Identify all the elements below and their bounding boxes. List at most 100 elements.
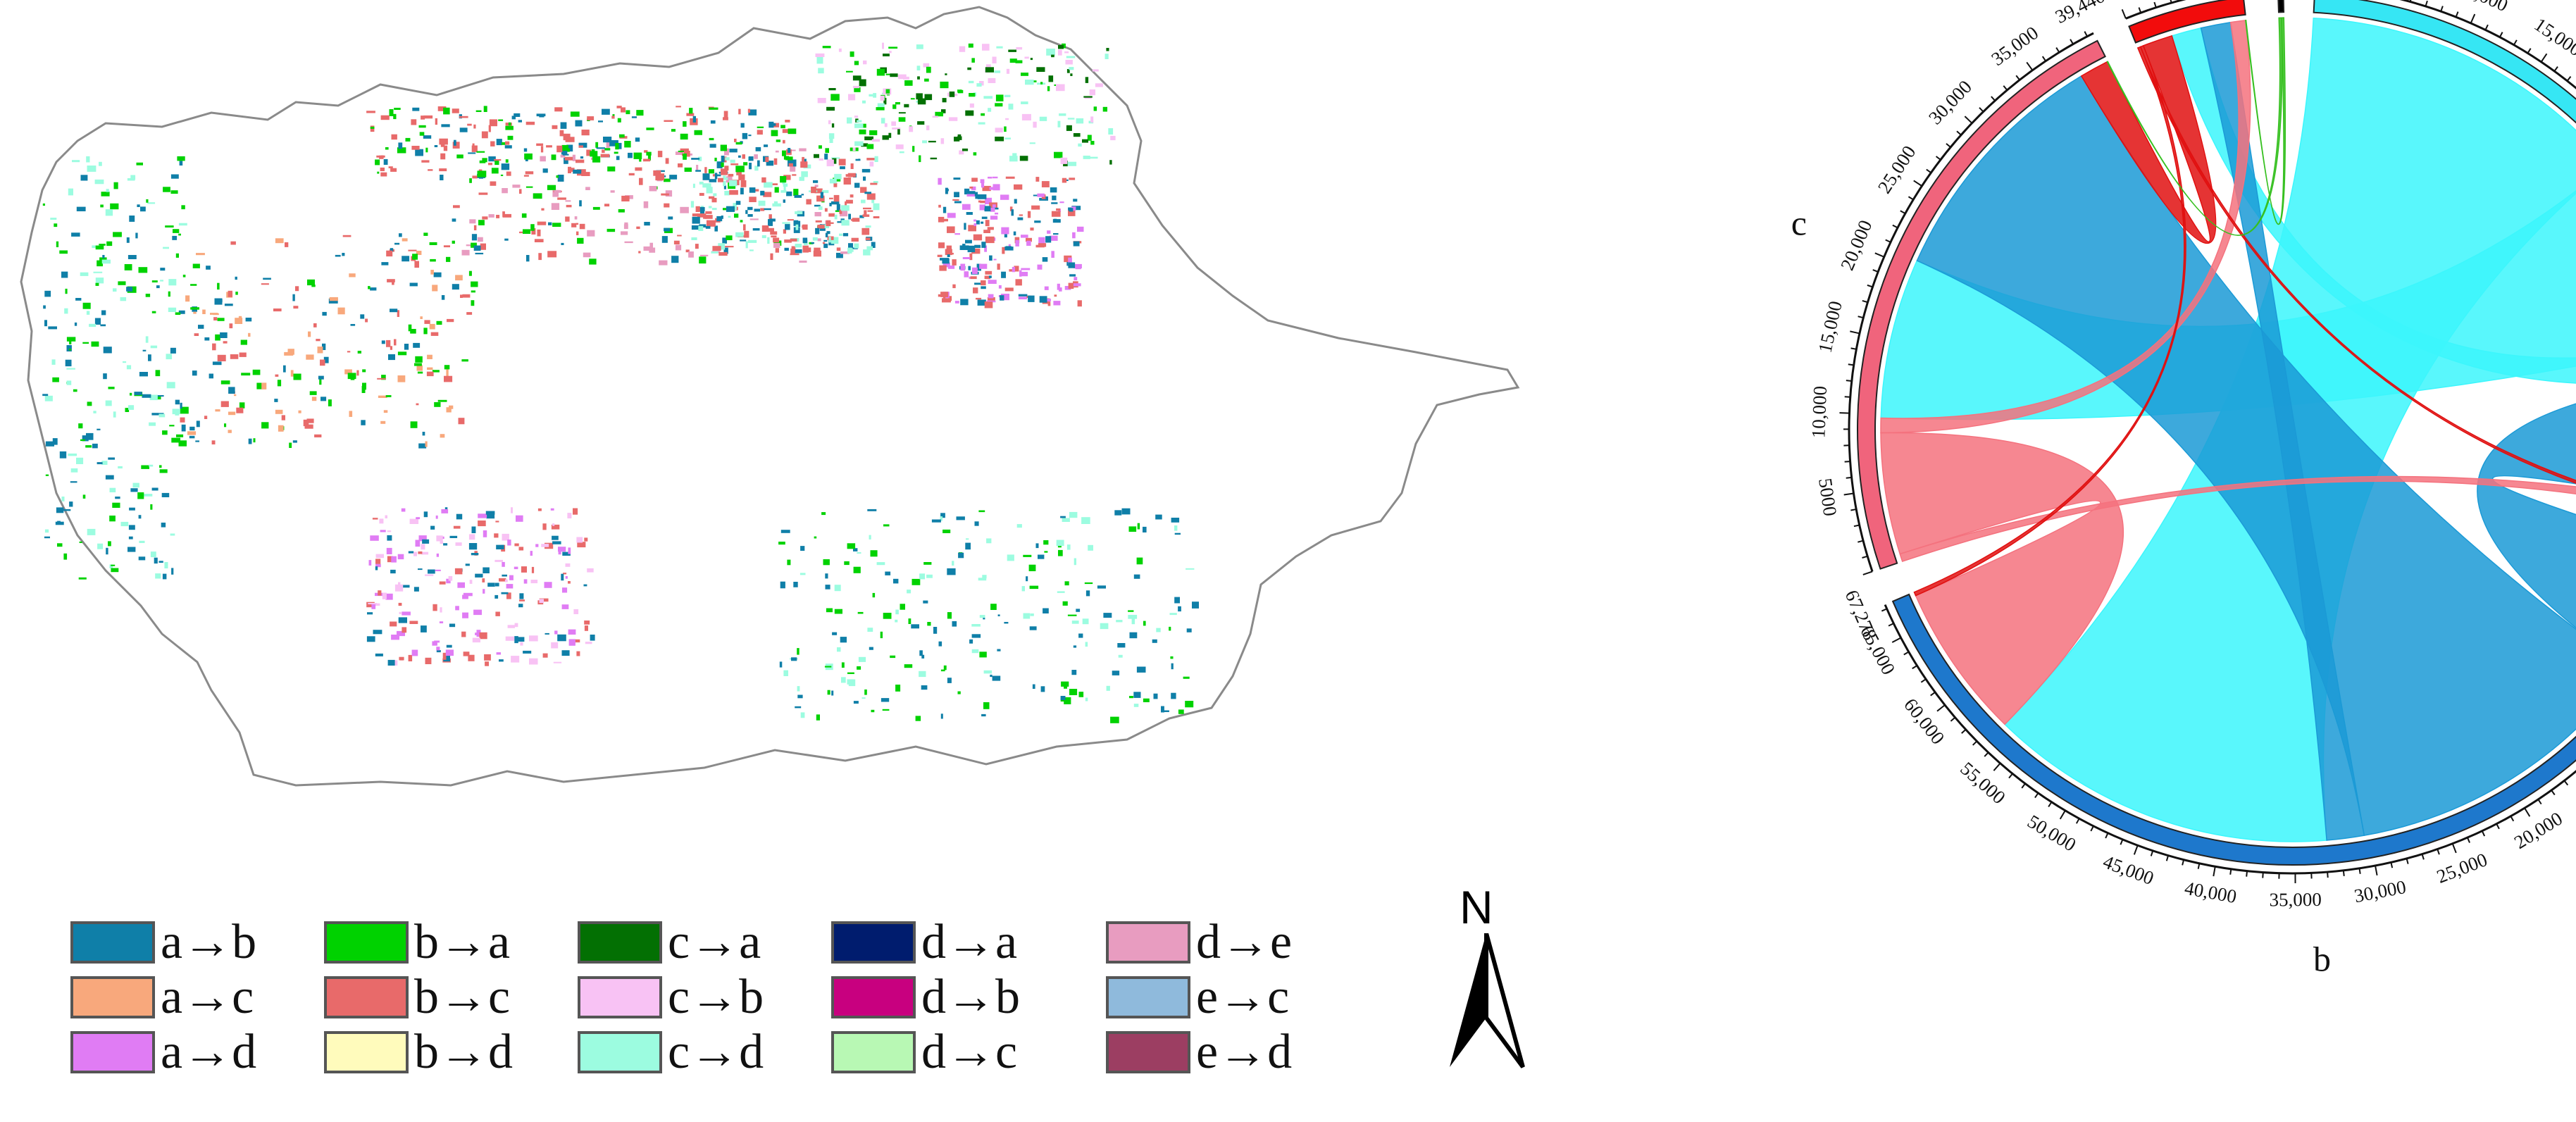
map-patch <box>436 553 439 557</box>
map-patch <box>752 189 759 192</box>
map-patch <box>443 107 450 115</box>
map-patch <box>440 541 444 544</box>
map-patch <box>425 574 434 576</box>
map-patch <box>1062 518 1070 522</box>
legend-item: c→d <box>578 1028 764 1077</box>
map-patch <box>786 191 792 197</box>
sector-b <box>1891 593 2576 866</box>
map-patch <box>418 551 423 554</box>
map-patch <box>877 103 885 111</box>
map-patch <box>460 294 463 298</box>
map-patch <box>461 631 466 637</box>
map-patch <box>229 323 233 329</box>
map-patch <box>734 138 737 142</box>
map-patch <box>105 209 113 216</box>
map-patch <box>904 80 913 86</box>
map-patch <box>945 73 947 75</box>
map-patch <box>721 168 728 175</box>
map-patch <box>863 123 866 128</box>
map-patch <box>502 533 509 541</box>
map-patch <box>831 123 835 128</box>
map-patch <box>163 247 169 249</box>
map-patch <box>1072 232 1076 239</box>
map-patch <box>82 302 91 309</box>
map-patch <box>489 119 497 127</box>
map-patch <box>344 369 352 375</box>
map-patch <box>134 392 142 395</box>
map-patch <box>699 224 707 227</box>
map-patch <box>848 213 851 220</box>
map-patch <box>472 637 480 643</box>
map-patch <box>234 394 237 397</box>
map-patch <box>504 579 508 582</box>
map-patch <box>307 279 315 286</box>
map-patch <box>478 513 487 518</box>
map-patch <box>784 239 792 243</box>
ribbon-e-d <box>2245 17 2286 225</box>
map-patch <box>942 258 950 264</box>
map-patch <box>132 482 139 488</box>
map-patch <box>708 169 714 174</box>
map-patch <box>882 42 884 49</box>
map-patch <box>319 379 322 385</box>
map-patch <box>718 251 728 256</box>
map-patch <box>1090 116 1094 123</box>
map-patch <box>177 156 185 161</box>
map-patch <box>170 174 179 179</box>
map-patch <box>969 639 973 644</box>
map-patch <box>680 206 689 213</box>
map-patch <box>826 106 835 111</box>
map-patch <box>151 311 156 313</box>
map-patch <box>635 137 640 142</box>
map-patch <box>475 110 482 112</box>
map-patch <box>141 465 149 469</box>
map-patch <box>971 248 981 254</box>
map-patch <box>972 267 978 275</box>
map-patch <box>639 177 643 185</box>
map-patch <box>436 650 441 653</box>
map-patch <box>378 395 387 398</box>
map-patch <box>716 161 723 168</box>
map-patch <box>86 432 94 440</box>
map-patch <box>960 263 966 271</box>
map-patch <box>488 214 494 218</box>
tick-mark <box>2015 75 2020 81</box>
map-patch <box>423 115 433 119</box>
map-patch <box>458 418 465 425</box>
map-patch <box>456 154 463 158</box>
map-patch <box>66 337 76 342</box>
map-patch <box>764 208 771 211</box>
map-patch <box>309 391 317 395</box>
map-patch <box>402 611 411 616</box>
legend-item: e→d <box>1106 1028 1292 1077</box>
map-patch <box>579 200 582 206</box>
map-patch <box>569 168 575 172</box>
map-patch <box>552 125 558 130</box>
map-patch <box>190 284 197 286</box>
map-patch <box>390 168 397 172</box>
map-patch <box>1110 135 1116 141</box>
map-patch <box>696 165 699 170</box>
map-patch <box>471 290 475 293</box>
tick-label: 45,000 <box>2101 851 2157 889</box>
legend-item: a→b <box>70 918 256 967</box>
map-patch <box>235 276 237 280</box>
map-patch <box>981 216 988 219</box>
map-patch <box>579 223 585 230</box>
map-patch <box>180 402 182 409</box>
map-patch <box>1035 177 1040 182</box>
map-patch <box>498 119 504 121</box>
map-patch <box>381 340 385 344</box>
map-patch <box>162 430 168 435</box>
map-patch <box>168 307 177 312</box>
map-patch <box>471 145 478 152</box>
map-patch <box>895 685 901 692</box>
map-patch <box>967 67 971 70</box>
map-patch <box>275 374 279 377</box>
map-patch <box>390 248 394 252</box>
map-patch <box>644 150 648 153</box>
map-patch <box>557 197 566 200</box>
legend-swatch <box>324 921 409 964</box>
map-patch <box>990 674 993 678</box>
map-patch <box>443 245 450 248</box>
